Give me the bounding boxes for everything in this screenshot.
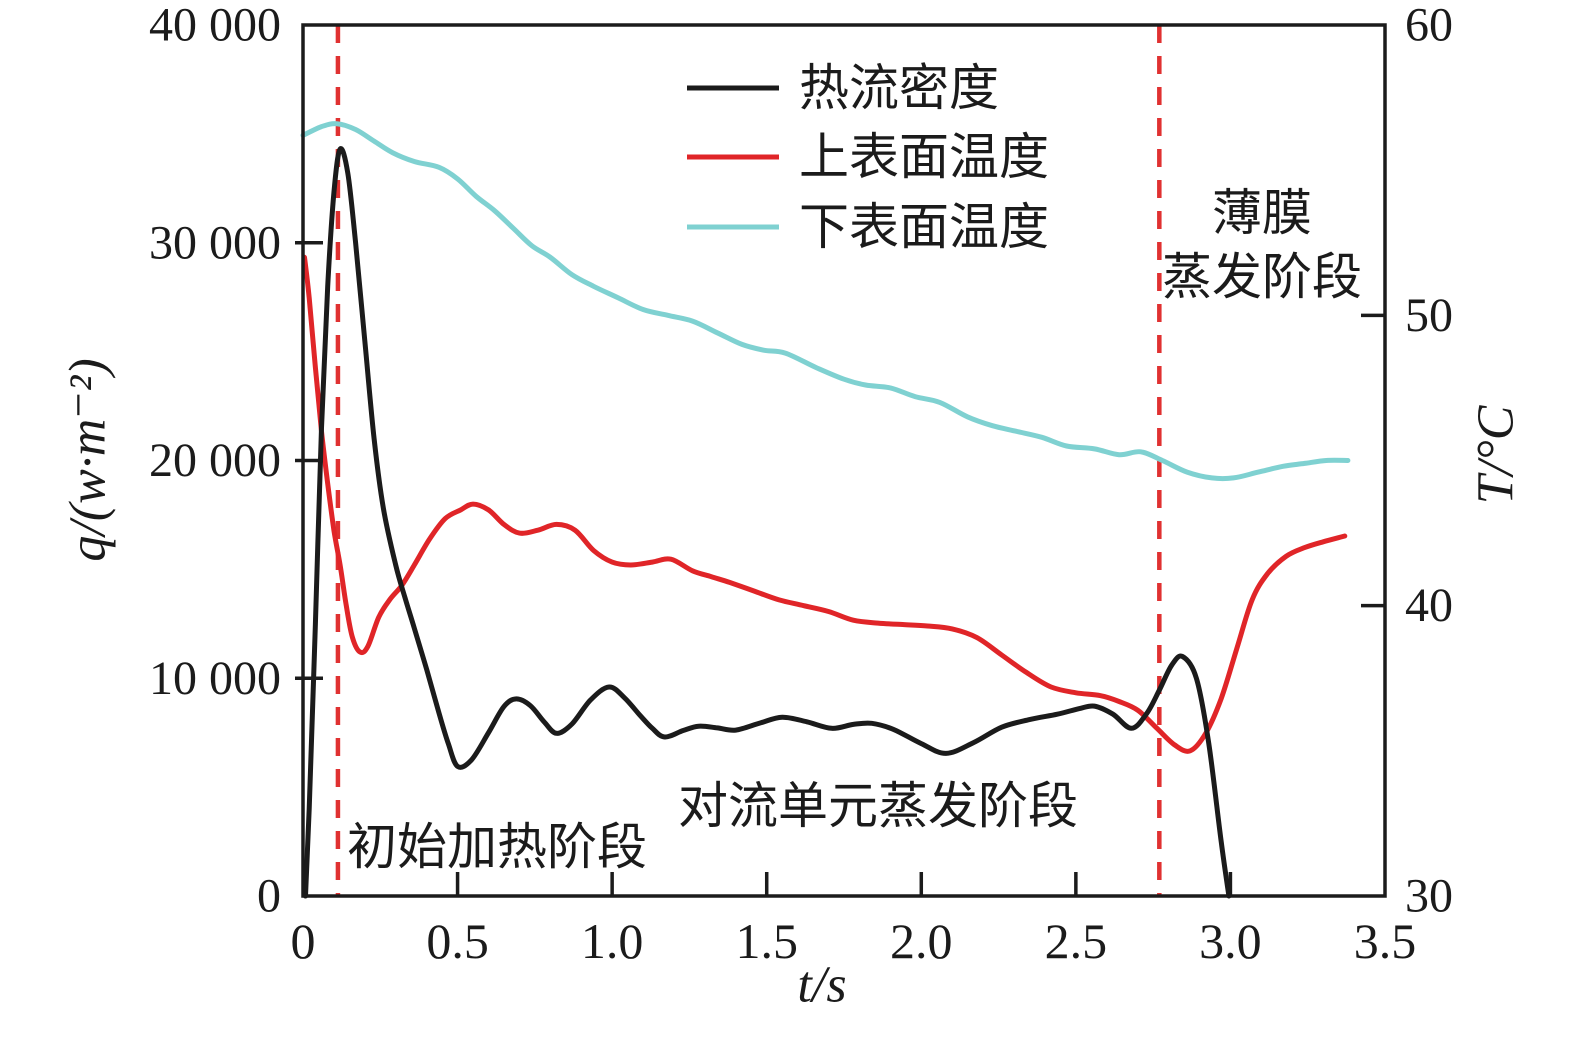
x-tick-label: 0 — [291, 913, 316, 969]
heat-flux-line — [303, 146, 1232, 899]
legend: 热流密度 上表面温度 下表面温度 — [687, 60, 1049, 255]
y-left-tick-label: 10 000 — [149, 652, 281, 705]
x-tick-label: 1.0 — [581, 913, 644, 969]
legend-label-upper-surface-temp: 上表面温度 — [799, 129, 1049, 185]
y-right-tick-label: 30 — [1405, 870, 1453, 923]
stage-annotation-1: 初始加热阶段 — [347, 819, 647, 875]
y-right-axis-label: T/°C — [1468, 404, 1525, 504]
upper-surface-temp-line — [302, 254, 1348, 754]
x-tick-label: 2.5 — [1045, 913, 1108, 969]
series-curves — [300, 121, 1351, 899]
x-tick-label: 3.5 — [1354, 913, 1417, 969]
x-tick-label: 3.0 — [1199, 913, 1262, 969]
axis-tick-labels: 0 0.5 1.0 1.5 2.0 2.5 3.0 3.5 0 10 000 20 000 30 00… — [149, 0, 1453, 969]
x-axis-label: t/s — [797, 957, 846, 1014]
y-left-tick-label: 0 — [257, 870, 281, 923]
x-tick-label: 2.0 — [890, 913, 953, 969]
stage-annotation-2: 对流单元蒸发阶段 — [678, 778, 1078, 834]
x-tick-label: 1.5 — [735, 913, 798, 969]
y-left-axis-label: q/(w·m⁻²) — [60, 358, 117, 561]
y-left-tick-label: 30 000 — [149, 216, 281, 269]
axis-ticks — [295, 241, 1385, 896]
x-tick-label: 0.5 — [426, 913, 489, 969]
y-left-tick-label: 20 000 — [149, 434, 281, 487]
y-left-tick-label: 40 000 — [149, 0, 281, 52]
y-right-tick-label: 40 — [1405, 579, 1453, 632]
y-right-tick-label: 60 — [1405, 0, 1453, 52]
lower-surface-temp-line — [300, 121, 1351, 482]
stage-annotation-3: 薄膜 — [1212, 185, 1312, 241]
legend-label-lower-surface-temp: 下表面温度 — [799, 199, 1049, 255]
y-right-tick-label: 50 — [1405, 289, 1453, 342]
stage-annotation-3: 蒸发阶段 — [1162, 249, 1362, 305]
legend-label-heat-flux: 热流密度 — [799, 60, 999, 116]
